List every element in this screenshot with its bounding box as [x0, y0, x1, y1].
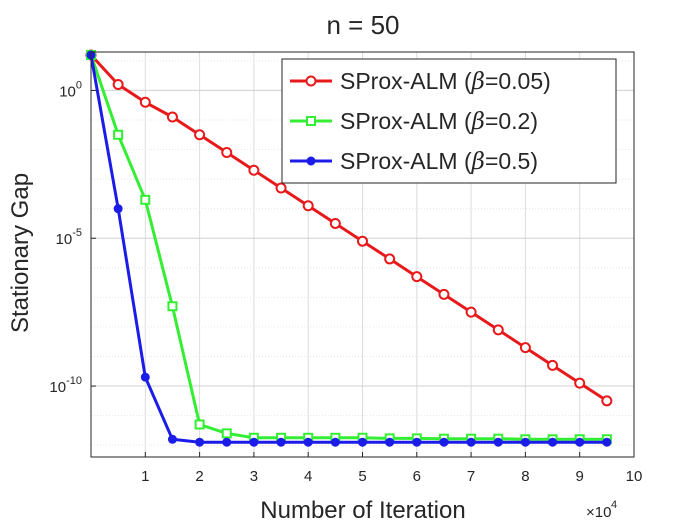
y-tick-labels: 100 10-5 10-10 — [49, 79, 96, 396]
legend: SProx-ALM (β=0.05) SProx-ALM (β=0.2) SProx… — [281, 58, 617, 184]
x-tick-label: 5 — [358, 468, 366, 485]
data-point — [275, 182, 287, 194]
data-point — [492, 324, 504, 336]
legend-entry: SProx-ALM (β=0.2) — [290, 108, 538, 135]
x-tick-label: 7 — [467, 468, 475, 485]
legend-marker — [306, 116, 316, 126]
x-multiplier-exponent: 4 — [611, 499, 617, 511]
x-tick-label: 4 — [304, 468, 312, 485]
data-point — [249, 437, 259, 447]
y-tick-label: 100 — [59, 79, 82, 100]
data-point — [329, 217, 341, 229]
x-multiplier: ×10 4 — [586, 499, 617, 521]
data-point — [303, 437, 313, 447]
data-point — [412, 437, 422, 447]
legend-box — [281, 58, 617, 184]
data-point — [302, 200, 314, 212]
data-point — [276, 437, 286, 447]
data-point — [221, 428, 232, 439]
legend-marker — [306, 156, 316, 166]
legend-label: SProx-ALM (β=0.2) — [340, 108, 538, 135]
data-point — [519, 342, 531, 354]
data-point — [194, 419, 205, 430]
data-point — [385, 437, 395, 447]
series-layer — [85, 49, 613, 447]
chart-title: n = 50 — [326, 10, 399, 40]
data-point — [466, 437, 476, 447]
data-point — [248, 164, 260, 176]
data-point — [221, 147, 233, 159]
x-tick-label: 8 — [521, 468, 529, 485]
data-point — [575, 437, 585, 447]
data-point — [166, 111, 178, 123]
x-tick-label: 9 — [576, 468, 584, 485]
data-point — [167, 301, 178, 312]
x-multiplier-base: ×10 — [586, 504, 611, 521]
data-point — [438, 288, 450, 300]
data-point — [194, 129, 206, 141]
x-tick-label: 6 — [413, 468, 421, 485]
data-point — [140, 372, 150, 382]
x-axis-label: Number of Iteration — [260, 497, 465, 524]
x-tick-label: 1 — [141, 468, 149, 485]
legend-label: SProx-ALM (β=0.5) — [340, 148, 538, 175]
data-point — [384, 253, 396, 265]
legend-entry: SProx-ALM (β=0.05) — [290, 68, 551, 95]
series-line — [89, 54, 607, 444]
x-tick-labels: 1 2 3 4 5 6 7 8 9 10 — [141, 452, 642, 485]
data-point — [358, 437, 367, 447]
x-tick-label: 2 — [195, 468, 203, 485]
data-point — [167, 434, 177, 444]
data-point — [139, 96, 151, 108]
data-point — [574, 377, 586, 389]
data-point — [547, 359, 559, 371]
legend-marker — [305, 75, 317, 87]
data-point — [112, 79, 124, 91]
y-tick-label: 10-5 — [56, 227, 82, 248]
data-point — [330, 437, 340, 447]
x-tick-label: 10 — [626, 468, 643, 485]
data-point — [222, 437, 232, 447]
data-point — [520, 437, 530, 447]
data-point — [493, 437, 503, 447]
data-point — [357, 235, 368, 247]
data-point — [140, 194, 151, 205]
data-point — [113, 204, 123, 214]
legend-label: SProx-ALM (β=0.05) — [340, 68, 551, 95]
y-tick-label: 10-10 — [49, 375, 82, 396]
data-point — [113, 129, 124, 140]
data-point — [411, 271, 423, 283]
data-point — [465, 306, 477, 318]
data-point — [439, 437, 449, 447]
data-point — [602, 437, 612, 447]
y-axis-label: Stationary Gap — [7, 173, 34, 333]
x-tick-label: 3 — [250, 468, 258, 485]
data-point — [195, 437, 205, 447]
legend-entry: SProx-ALM (β=0.5) — [290, 148, 538, 175]
data-point — [548, 437, 558, 447]
data-point — [601, 395, 613, 407]
